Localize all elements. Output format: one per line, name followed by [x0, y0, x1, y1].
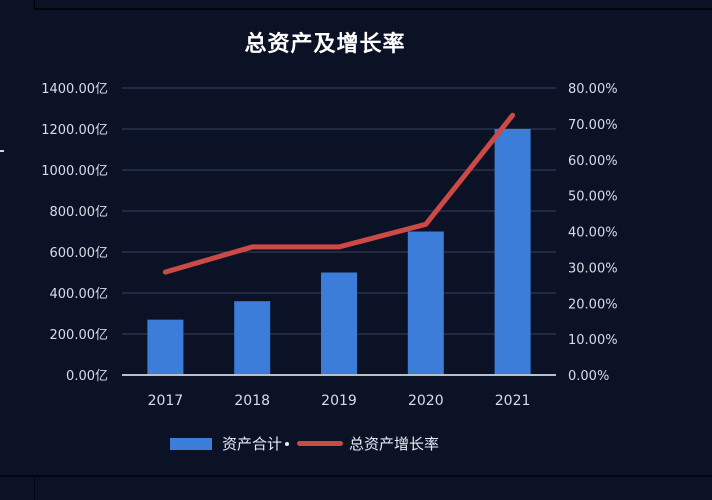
- right-tick-label: 80.00%: [568, 82, 618, 97]
- line-series-growth-rate: [162, 112, 516, 275]
- left-tick-label: 200.00亿: [50, 328, 109, 343]
- bar-2017: [147, 319, 184, 375]
- legend-bar-swatch: [170, 437, 212, 450]
- bar-2019: [321, 272, 357, 375]
- bar-2020: [407, 231, 444, 375]
- chart-title: 总资产及增长率: [244, 32, 406, 57]
- right-tick-label: 60.00%: [568, 154, 618, 169]
- top-frame: [34, 0, 712, 10]
- x-tick-label: 2019: [321, 393, 357, 409]
- right-tick-label: 70.00%: [568, 118, 618, 133]
- bar-2018: [234, 301, 271, 375]
- x-tick-label: 2017: [148, 393, 184, 409]
- right-tick-label: 20.00%: [568, 297, 618, 312]
- frame-divider: [34, 477, 35, 500]
- x-axis: 2017 2018 2019 2020 2021: [122, 374, 556, 409]
- right-tick-label: 30.00%: [568, 261, 618, 276]
- left-tick-label: 0.00亿: [66, 369, 108, 384]
- left-tick-label: 600.00亿: [50, 246, 109, 261]
- right-tick-label: 0.00%: [568, 369, 609, 384]
- legend-dot: [285, 441, 290, 446]
- bottom-frame: [0, 475, 712, 500]
- x-tick-label: 2018: [234, 393, 270, 409]
- legend-line-label: 总资产增长率: [349, 435, 440, 453]
- x-tick-label: 2021: [495, 393, 531, 409]
- right-tick-label: 50.00%: [568, 190, 618, 205]
- legend: 资产合计 总资产增长率: [170, 433, 439, 454]
- legend-line-swatch: [297, 441, 344, 446]
- left-tick-label: 1200.00亿: [41, 123, 108, 138]
- left-tick-label: 800.00亿: [50, 205, 109, 220]
- right-tick-label: 40.00%: [568, 226, 618, 241]
- legend-bar-label: 资产合计: [222, 435, 283, 453]
- growth-line: [162, 112, 516, 275]
- left-tick-label: 1000.00亿: [41, 164, 108, 179]
- left-axis: 0.00亿 200.00亿 400.00亿 600.00亿 800.00亿 1000.00…: [41, 82, 108, 384]
- left-tick-label: 400.00亿: [50, 287, 109, 302]
- right-tick-label: 10.00%: [568, 333, 618, 348]
- bar-2021: [494, 129, 531, 375]
- left-tick-label: 1400.00亿: [41, 82, 108, 97]
- bar-series-total-assets: [147, 129, 531, 375]
- x-tick-label: 2020: [408, 393, 444, 409]
- edge-mark: [0, 150, 4, 152]
- right-axis: 0.00% 10.00% 20.00% 30.00% 40.00% 50.00% 60.00…: [568, 82, 618, 384]
